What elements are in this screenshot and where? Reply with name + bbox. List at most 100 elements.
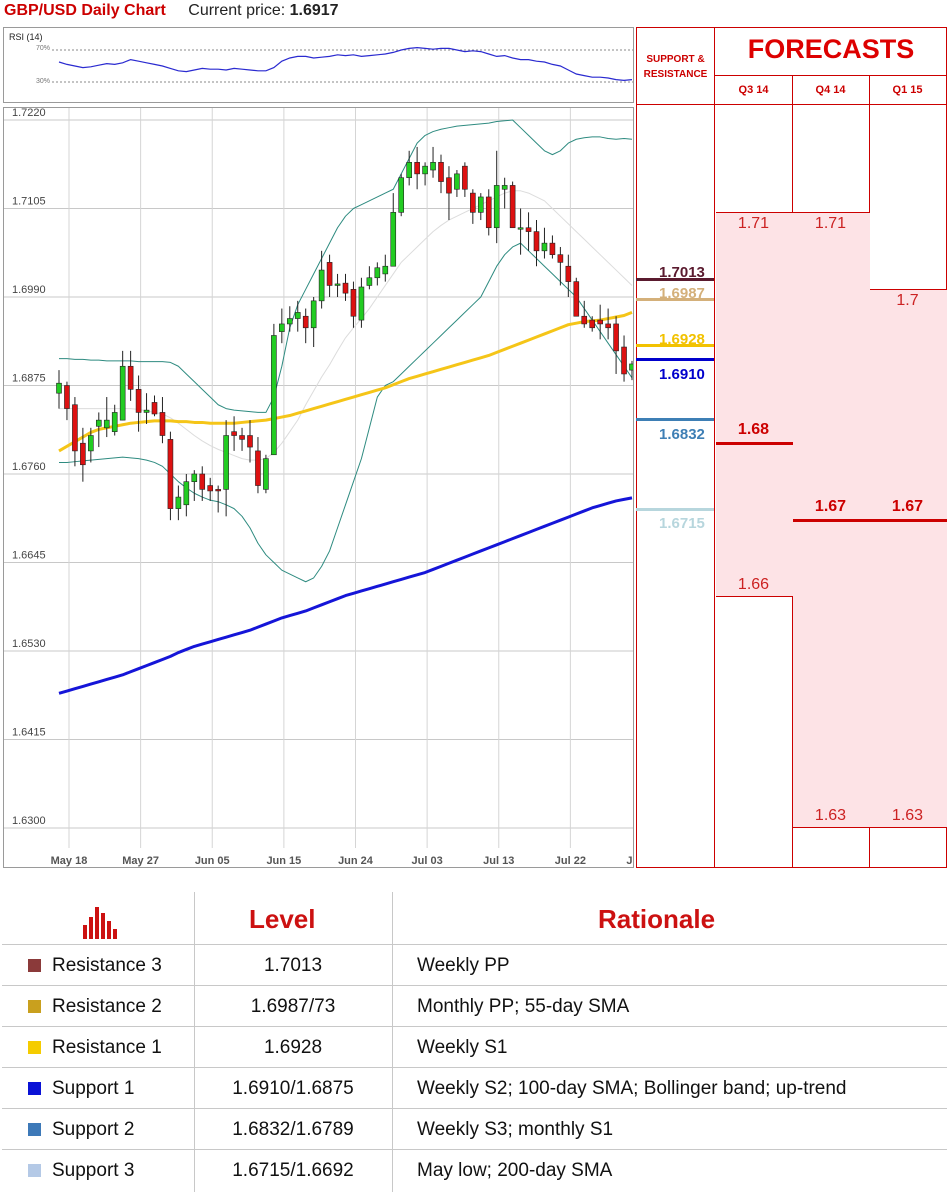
x-tick-label: Jun 24 xyxy=(338,855,374,867)
rsi-panel: RSI (14) 70% 30% xyxy=(3,27,634,103)
y-tick-label: 1.6530 xyxy=(12,638,46,650)
row-rationale: Weekly S1 xyxy=(417,1037,508,1058)
forecast-mid-value: 1.68 xyxy=(737,421,770,439)
candle-body xyxy=(88,435,94,452)
legend-swatch xyxy=(28,1000,41,1013)
candle-body xyxy=(127,365,134,390)
table-header-rationale: Rationale xyxy=(598,904,716,934)
bar-chart-icon xyxy=(83,907,117,939)
candle-body xyxy=(462,165,468,190)
candle-body xyxy=(557,254,564,263)
candle-body xyxy=(72,404,78,452)
candle-body xyxy=(422,165,428,175)
price-plot: 1.7220 1.7105 1.6990 1.6875 1.6760 1.6645 1.65… xyxy=(4,108,633,867)
candle-body xyxy=(286,318,293,325)
current-price-label: Current price: xyxy=(188,2,286,19)
candle-body xyxy=(414,162,420,175)
support-resistance-heading: SUPPORT & RESISTANCE xyxy=(637,52,714,82)
row-rationale: May low; 200-day SMA xyxy=(417,1160,613,1181)
row-name: Support 3 xyxy=(52,1160,135,1181)
candle-body xyxy=(533,231,540,252)
legend-swatch xyxy=(28,1041,41,1054)
quarter-label: Q4 14 xyxy=(815,84,846,96)
row-rationale: Weekly S2; 100-day SMA; Bollinger band; … xyxy=(417,1078,847,1099)
candle-body xyxy=(613,323,619,352)
candle-body xyxy=(318,269,325,302)
candle-body xyxy=(64,385,70,409)
candle-body xyxy=(80,442,86,466)
candle-body xyxy=(167,439,174,509)
table-col-divider xyxy=(392,892,393,1192)
row-name: Resistance 1 xyxy=(52,1037,162,1058)
quarter-label: Q1 15 xyxy=(892,84,923,96)
candle-body xyxy=(366,277,373,286)
candle-body xyxy=(382,265,389,275)
forecast-mid-value: 1.67 xyxy=(814,498,847,516)
candle-body xyxy=(589,319,596,329)
candle-body xyxy=(517,227,524,230)
candle-body xyxy=(430,162,436,171)
row-rationale: Weekly PP xyxy=(417,955,510,976)
table-row: Resistance 3 1.7013 Weekly PP xyxy=(2,944,947,986)
candle-body xyxy=(111,412,118,432)
legend-swatch xyxy=(28,1082,41,1095)
candle-body xyxy=(199,473,206,490)
candle-body xyxy=(56,382,62,394)
x-tick-label: Jul 03 xyxy=(412,855,443,867)
sr-level-line xyxy=(636,357,714,361)
row-name: Support 2 xyxy=(52,1119,135,1140)
table-col-divider xyxy=(194,892,195,1192)
y-tick-label: 1.7220 xyxy=(12,108,46,119)
candle-body xyxy=(358,286,365,321)
candle-body xyxy=(119,365,126,421)
candle-body xyxy=(302,315,309,329)
candle-body xyxy=(549,242,556,255)
forecast-mid-value: 1.67 xyxy=(891,498,924,516)
sma-55-line xyxy=(58,310,633,453)
sr-heading-line1: SUPPORT & xyxy=(646,54,705,65)
sr-level-line xyxy=(636,278,714,282)
candle-body xyxy=(605,323,611,329)
table-row: Support 3 1.6715/1.6692 May low; 200-day S… xyxy=(2,1149,947,1191)
forecast-mid-line xyxy=(870,519,947,523)
bollinger-mid-line xyxy=(59,190,633,461)
sma-200-line xyxy=(58,496,633,695)
candle-body xyxy=(493,185,500,229)
candle-body xyxy=(263,458,269,490)
sr-level-line xyxy=(636,298,714,302)
legend-swatch xyxy=(28,959,41,972)
table-row: Resistance 2 1.6987/73 Monthly PP; 55-day … xyxy=(2,985,947,1027)
x-tick-label: May 27 xyxy=(122,855,159,867)
candle-body xyxy=(247,435,253,448)
forecasts-title-divider xyxy=(715,75,947,76)
row-rationale: Weekly S3; monthly S1 xyxy=(417,1119,614,1140)
candle-body xyxy=(597,319,603,325)
candle-body xyxy=(255,450,261,486)
row-level: 1.6928 xyxy=(263,1037,323,1058)
candle-body xyxy=(629,363,633,371)
rsi-label: RSI (14) xyxy=(9,32,43,42)
candle-body xyxy=(183,481,190,506)
candle-body xyxy=(326,262,333,286)
candle-body xyxy=(175,496,182,509)
sr-level-line xyxy=(636,343,714,347)
candle-body xyxy=(215,489,221,492)
rsi-70-label: 70% xyxy=(36,45,51,52)
rsi-line xyxy=(58,46,633,82)
legend-swatch xyxy=(28,1164,41,1177)
candle-body xyxy=(390,212,397,267)
y-tick-label: 1.7105 xyxy=(12,196,46,208)
chart-title: GBP/USD Daily Chart xyxy=(4,2,166,19)
y-tick-label: 1.6875 xyxy=(12,373,46,385)
forecasts-title: FORECASTS xyxy=(747,34,915,64)
forecast-mid-line xyxy=(716,442,793,446)
candle-body xyxy=(310,300,317,329)
candle-body xyxy=(501,185,508,190)
sr-level-value: 1.6987 xyxy=(659,285,705,302)
candle-body xyxy=(191,473,198,482)
quarter-label: Q3 14 xyxy=(738,84,769,96)
x-tick-label: Jun 05 xyxy=(195,855,230,867)
candle-body xyxy=(541,242,548,252)
table-header-level: Level xyxy=(249,904,316,934)
x-tick-label: Jul 13 xyxy=(483,855,514,867)
